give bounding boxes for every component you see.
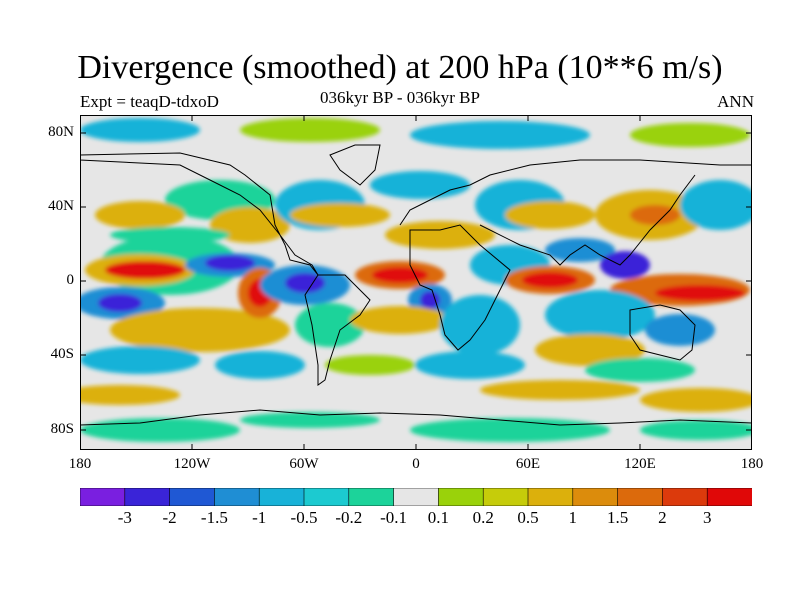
field-blob — [295, 303, 365, 347]
colorbar-tick-label: 3 — [702, 508, 712, 527]
field-blob — [630, 205, 680, 225]
field-blob — [105, 261, 185, 279]
field-blob — [645, 314, 715, 346]
colorbar-tick-label: -3 — [117, 508, 132, 527]
colorbar-tick-label: -1 — [252, 508, 267, 527]
field-blob — [680, 180, 752, 230]
field-blob — [285, 273, 325, 293]
field-blob — [640, 420, 752, 440]
colorbar-tick-label: 1.5 — [606, 508, 629, 527]
coastline-africa — [409, 224, 511, 351]
field-blob — [350, 306, 450, 334]
colorbar-swatch — [214, 488, 260, 506]
axis-ticks — [80, 115, 752, 450]
divergence-map — [80, 115, 752, 450]
lon-label-120w: 120W — [173, 456, 211, 472]
colorbar-swatch — [80, 488, 126, 506]
field-blob — [440, 295, 520, 355]
lon-label-60e: 60E — [515, 456, 541, 472]
field-blob — [410, 121, 590, 149]
experiment-label: Expt = teaqD-tdxoD — [80, 92, 219, 111]
lat-label-0: 0 — [66, 272, 75, 288]
field-blob — [585, 358, 695, 382]
lat-label-80n: 80N — [48, 124, 74, 140]
coastline-greenland — [329, 144, 381, 186]
coastline-europe — [399, 159, 752, 226]
colorbar-swatch — [662, 488, 709, 506]
lon-label-180w: 180 — [68, 456, 92, 472]
field-blob — [640, 388, 752, 412]
colorbar-swatch — [124, 488, 171, 506]
field-blob — [325, 355, 415, 375]
field-blob — [600, 251, 650, 279]
coastline-asia — [479, 174, 696, 266]
divergence-field — [80, 118, 752, 442]
field-blob — [240, 118, 380, 142]
colorbar-swatch — [572, 488, 619, 506]
field-blob — [410, 418, 610, 442]
colorbar-swatch — [706, 488, 752, 506]
lon-label-120e: 120E — [624, 456, 656, 472]
lat-label-40n: 40N — [48, 198, 74, 214]
colorbar-swatch — [527, 488, 574, 506]
colorbar-tick-label: -2 — [162, 508, 177, 527]
colorbar-tick-label: -1.5 — [200, 508, 228, 527]
field-blob — [420, 291, 440, 309]
colorbar-tick-label: 0.1 — [427, 508, 450, 527]
field-blob — [98, 294, 142, 312]
lat-label-80s: 80S — [50, 421, 74, 437]
field-blob — [535, 334, 645, 366]
field-blob — [80, 385, 180, 405]
field-blob — [80, 118, 200, 142]
colorbar-tick-label: -0.5 — [290, 508, 318, 527]
lat-label-40s: 40S — [50, 346, 74, 362]
colorbar — [80, 488, 752, 506]
field-blob — [95, 201, 185, 229]
field-blob — [110, 227, 230, 243]
field-blob — [415, 351, 525, 379]
coastline-south-america — [304, 274, 371, 386]
field-blob — [522, 272, 578, 288]
lon-label-180e: 180 — [740, 456, 764, 472]
field-blob — [655, 285, 745, 301]
colorbar-swatch — [393, 488, 440, 506]
plot-subtitle: 036kyr BP - 036kyr BP — [320, 88, 480, 107]
field-blob — [372, 267, 428, 283]
field-blob — [505, 201, 595, 229]
colorbar-tick-label: 1 — [568, 508, 578, 527]
field-blob — [385, 221, 495, 249]
colorbar-tick-label: -0.1 — [380, 508, 408, 527]
field-blob — [480, 380, 640, 400]
field-blob — [215, 351, 305, 379]
lon-label-0: 0 — [412, 456, 420, 472]
field-blob — [290, 203, 390, 227]
field-blob — [205, 255, 255, 271]
colorbar-swatch — [258, 488, 305, 506]
field-blob — [240, 412, 380, 428]
coastline-australia — [629, 304, 696, 361]
colorbar-tick-label: 0.5 — [517, 508, 539, 527]
field-blob — [545, 238, 615, 262]
field-blob — [110, 308, 290, 352]
colorbar-tick-label: 2 — [658, 508, 667, 527]
field-blob — [80, 418, 240, 442]
colorbar-tick-label: 0.2 — [472, 508, 494, 527]
colorbar-swatch — [169, 488, 216, 506]
coastlines — [80, 144, 752, 426]
colorbar-swatch — [438, 488, 484, 506]
colorbar-swatch — [348, 488, 395, 506]
field-blob — [630, 123, 750, 147]
lon-label-60w: 60W — [289, 456, 319, 472]
colorbar-swatch — [482, 488, 529, 506]
field-blob — [80, 346, 200, 374]
field-blob — [210, 207, 290, 243]
season-label: ANN — [717, 92, 754, 111]
field-blob — [545, 290, 655, 340]
coastline-antarctica — [80, 409, 752, 426]
field-blob — [370, 171, 470, 199]
plot-title: Divergence (smoothed) at 200 hPa (10**6 … — [77, 49, 723, 86]
colorbar-swatch — [617, 488, 664, 506]
colorbar-swatch — [303, 488, 350, 506]
colorbar-tick-label: -0.2 — [335, 508, 363, 527]
